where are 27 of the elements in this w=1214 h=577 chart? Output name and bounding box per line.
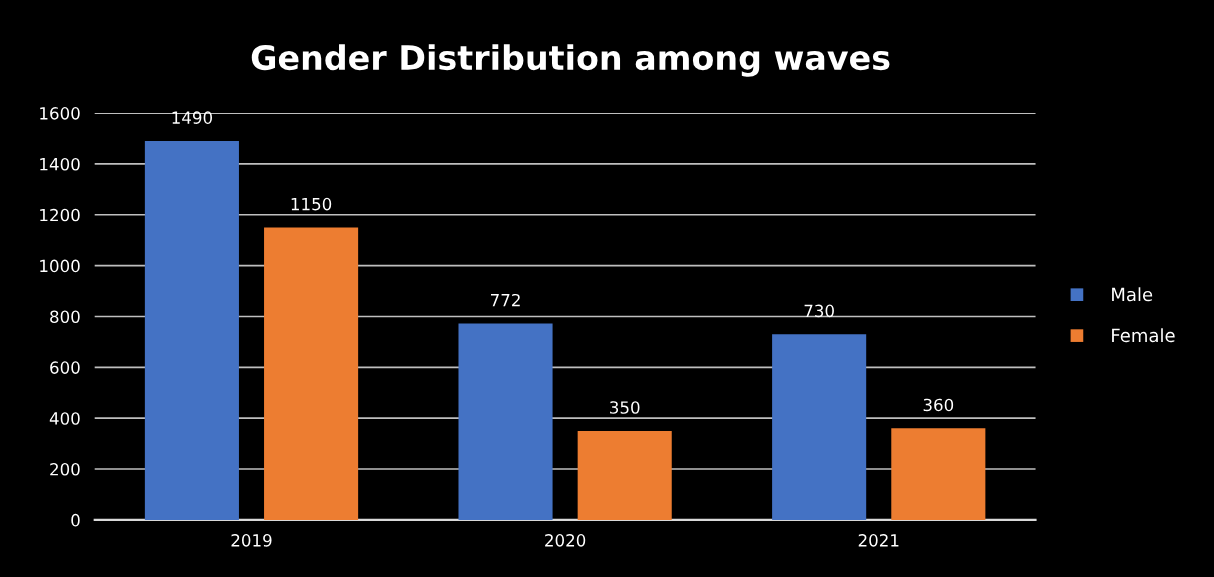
legend-label: Male	[1112, 287, 1153, 302]
x-tick-label: 2020	[545, 534, 586, 547]
bar	[144, 141, 239, 520]
legend-label: Female	[1112, 328, 1175, 343]
chart-title: Gender Distribution among waves	[251, 44, 890, 77]
y-tick-label: 0	[71, 513, 80, 527]
y-tick-label: 800	[50, 310, 80, 324]
data-label: 730	[804, 304, 834, 318]
data-label: 1150	[291, 197, 332, 211]
data-label: 360	[923, 398, 954, 412]
x-tick-label: 2021	[858, 534, 899, 547]
bar	[264, 227, 359, 520]
bar	[772, 334, 867, 520]
y-tick-label: 1200	[40, 208, 80, 222]
bar	[891, 428, 986, 520]
bar	[577, 430, 672, 520]
y-tick-label: 400	[49, 412, 80, 425]
data-label: 772	[490, 293, 520, 307]
bar	[458, 323, 553, 520]
y-tick-label: 200	[50, 462, 80, 476]
y-tick-label: 1000	[40, 259, 80, 273]
y-tick-label: 600	[50, 361, 80, 374]
data-label: 1490	[172, 111, 213, 124]
y-tick-label: 1600	[40, 107, 80, 120]
data-label: 350	[610, 401, 640, 414]
x-tick-label: 2019	[231, 534, 272, 547]
y-tick-label: 1400	[40, 157, 80, 171]
